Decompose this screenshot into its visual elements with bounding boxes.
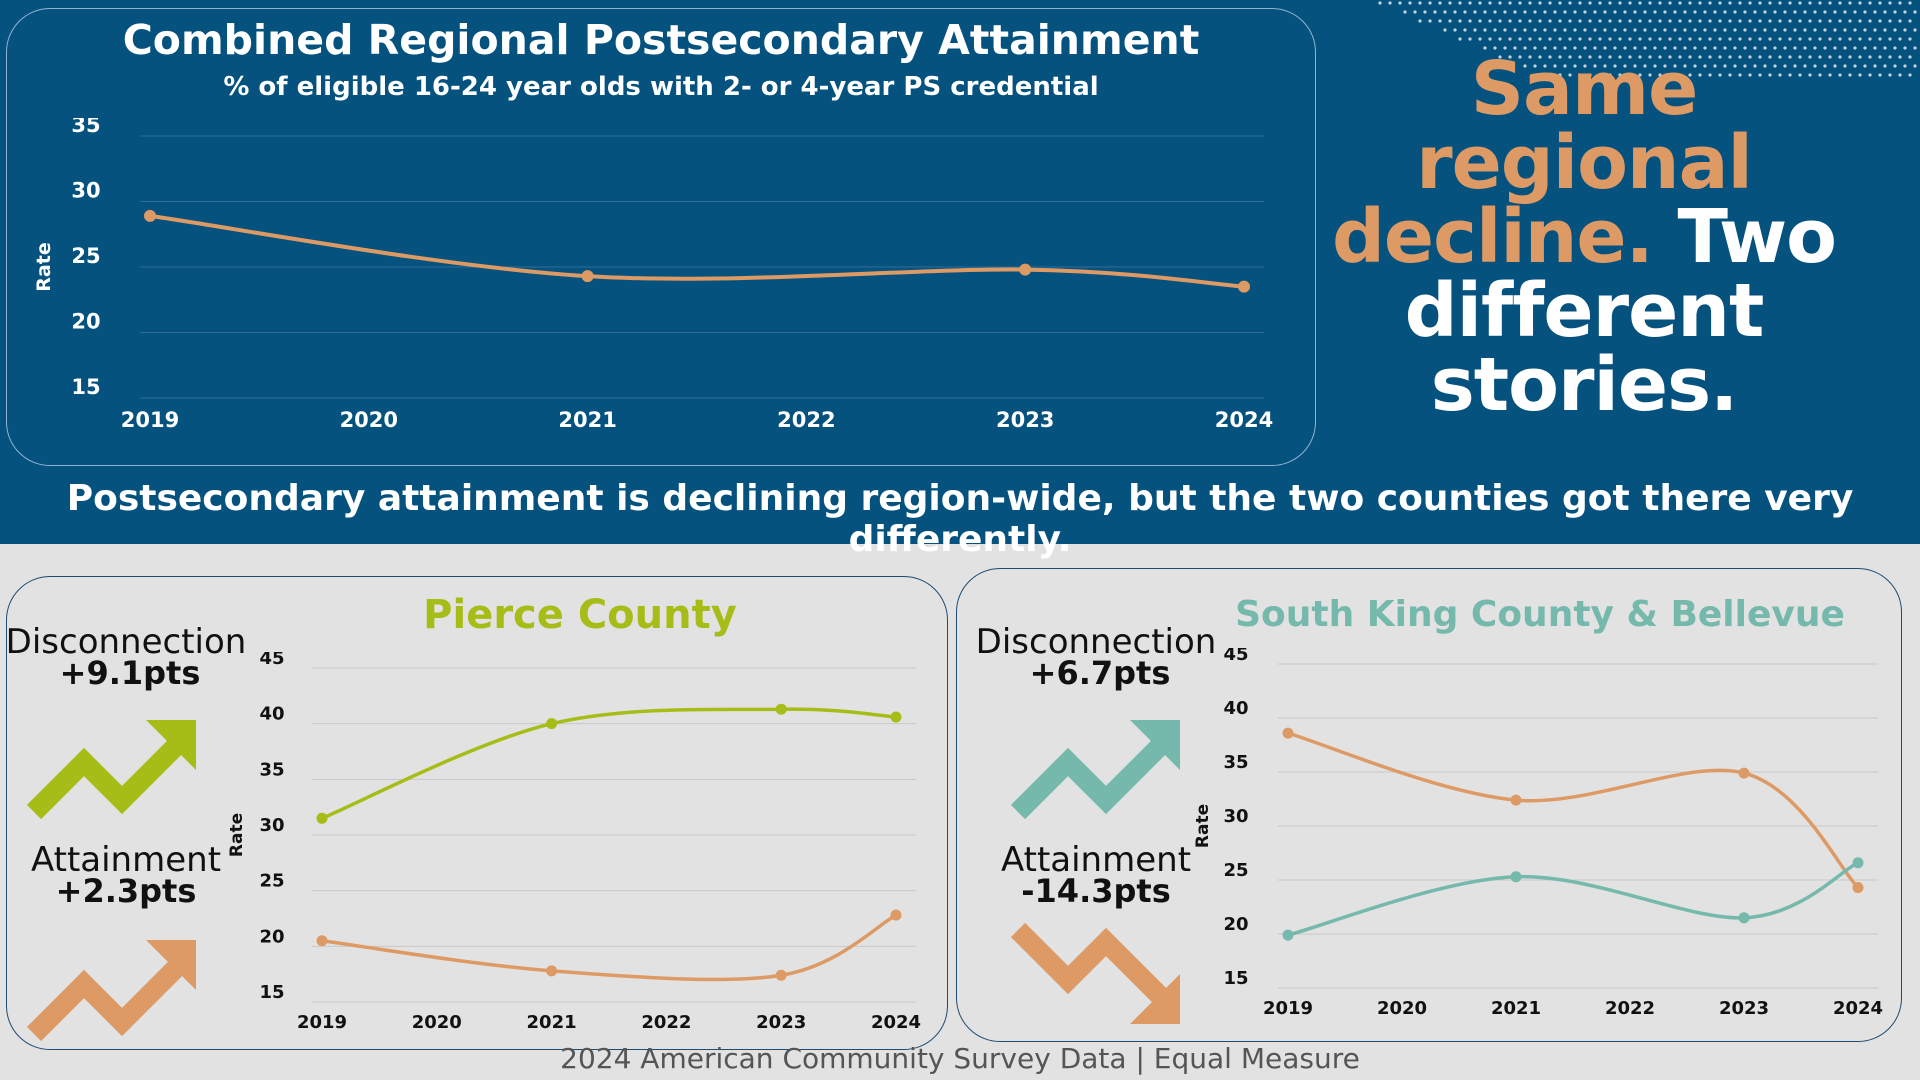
pierce-county-title: Pierce County [423,592,737,638]
y-tick-label: 25 [71,244,100,268]
y-tick-label: 25 [1223,860,1248,881]
pierce-county-chart: 45 40 35 30 25 20 15 2019 2020 2021 2022 2023 2024 Ra… [227,652,921,1032]
south-king-county-panel [956,568,1902,1042]
data-point [1852,857,1864,869]
data-point [1510,871,1522,883]
x-tick-label: 2021 [558,408,616,432]
south-king-county-chart: 45 40 35 30 25 20 15 2019 2020 2021 2022 2023 2024 Ra… [1193,648,1883,1019]
y-tick-label: 45 [259,652,284,669]
regional-chart: 35 30 25 20 15 2019 2020 2021 2022 2023 2024 Rate [33,118,1273,432]
south-king-county-title: South King County & Bellevue [1235,594,1845,635]
x-tick-label: 2020 [412,1012,462,1032]
series-line [1286,860,1860,937]
y-tick-label: 40 [1223,698,1248,719]
series-line [1286,731,1860,890]
pierce-attainment-value: +2.3pts [55,872,197,910]
x-tick-label: 2021 [1491,998,1541,1019]
x-tick-label: 2019 [297,1012,347,1032]
data-point [1282,929,1294,941]
y-tick-label: 45 [1223,648,1248,665]
x-tick-label: 2020 [340,408,398,432]
data-point [316,935,328,947]
x-tick-label: 2023 [996,408,1054,432]
headline-part1: Same regional decline. [1331,46,1753,280]
y-tick-label: 30 [1223,806,1248,827]
trend-down-arrow-icon [1010,922,1180,1024]
x-tick-label: 2022 [777,408,835,432]
data-point [890,909,902,921]
series-line [320,913,898,982]
data-point [890,711,902,723]
x-tick-label: 2020 [1377,998,1427,1019]
pierce-attainment-label: Attainment [30,840,222,880]
data-point [775,703,787,715]
y-tick-label: 15 [71,375,100,399]
y-tick-label: 35 [259,759,284,780]
x-tick-label: 2023 [1719,998,1769,1019]
data-point [775,969,787,981]
x-tick-label: 2022 [641,1012,691,1032]
y-tick-label: 30 [259,815,284,836]
y-tick-label: 20 [259,926,284,947]
x-tick-label: 2022 [1605,998,1655,1019]
x-tick-label: 2024 [871,1012,921,1032]
series-line [148,213,1246,289]
pierce-disconnection-label: Disconnection [5,622,247,662]
y-tick-label: 25 [259,871,284,892]
data-point [1238,280,1250,293]
data-point [1852,882,1864,894]
regional-chart-title: Combined Regional Postsecondary Attainme… [122,16,1200,64]
headline: Same regional decline. Two different sto… [1326,52,1842,422]
y-tick-label: 40 [259,704,284,725]
x-tick-label: 2019 [121,408,179,432]
x-tick-label: 2023 [756,1012,806,1032]
x-tick-label: 2024 [1833,998,1883,1019]
data-point [546,718,558,730]
trend-up-arrow-icon [1010,720,1180,820]
data-point [1738,912,1750,924]
x-tick-label: 2024 [1215,408,1273,432]
y-tick-label: 15 [259,982,284,1003]
data-point [316,812,328,824]
trend-up-arrow-icon [26,720,196,820]
x-tick-label: 2019 [1263,998,1313,1019]
y-axis-label: Rate [227,813,247,857]
data-point [1738,767,1750,779]
south-king-disconnection-value: +6.7pts [1029,654,1171,692]
data-point [1510,794,1522,806]
y-tick-label: 15 [1223,968,1248,989]
south-king-disconnection-label: Disconnection [975,622,1217,662]
pierce-county-panel [6,576,948,1050]
regional-chart-panel [6,8,1316,466]
series-line [320,707,898,821]
y-tick-label: 30 [71,179,100,203]
south-king-attainment-label: Attainment [1000,840,1192,880]
data-point [581,270,594,283]
data-point [144,209,156,222]
y-tick-label: 35 [1223,752,1248,773]
data-point [1019,263,1032,276]
regional-chart-subtitle: % of eligible 16-24 year olds with 2- or… [223,72,1099,102]
source-footer: 2024 American Community Survey Data | Eq… [560,1042,1360,1075]
trend-up-arrow-icon [26,940,196,1042]
y-axis-label: Rate [33,242,55,291]
y-axis-label: Rate [1193,804,1213,848]
y-tick-label: 20 [71,310,100,334]
data-point [1282,727,1294,739]
x-tick-label: 2021 [527,1012,577,1032]
decorative-dot-pattern [1378,1,1917,77]
y-tick-label: 35 [71,118,100,137]
south-king-attainment-value: -14.3pts [1021,872,1171,910]
data-point [546,965,558,977]
headline-part2: Two different stories. [1404,194,1837,428]
pierce-disconnection-value: +9.1pts [59,654,201,692]
y-tick-label: 20 [1223,914,1248,935]
subheadline: Postsecondary attainment is declining re… [66,478,1854,560]
